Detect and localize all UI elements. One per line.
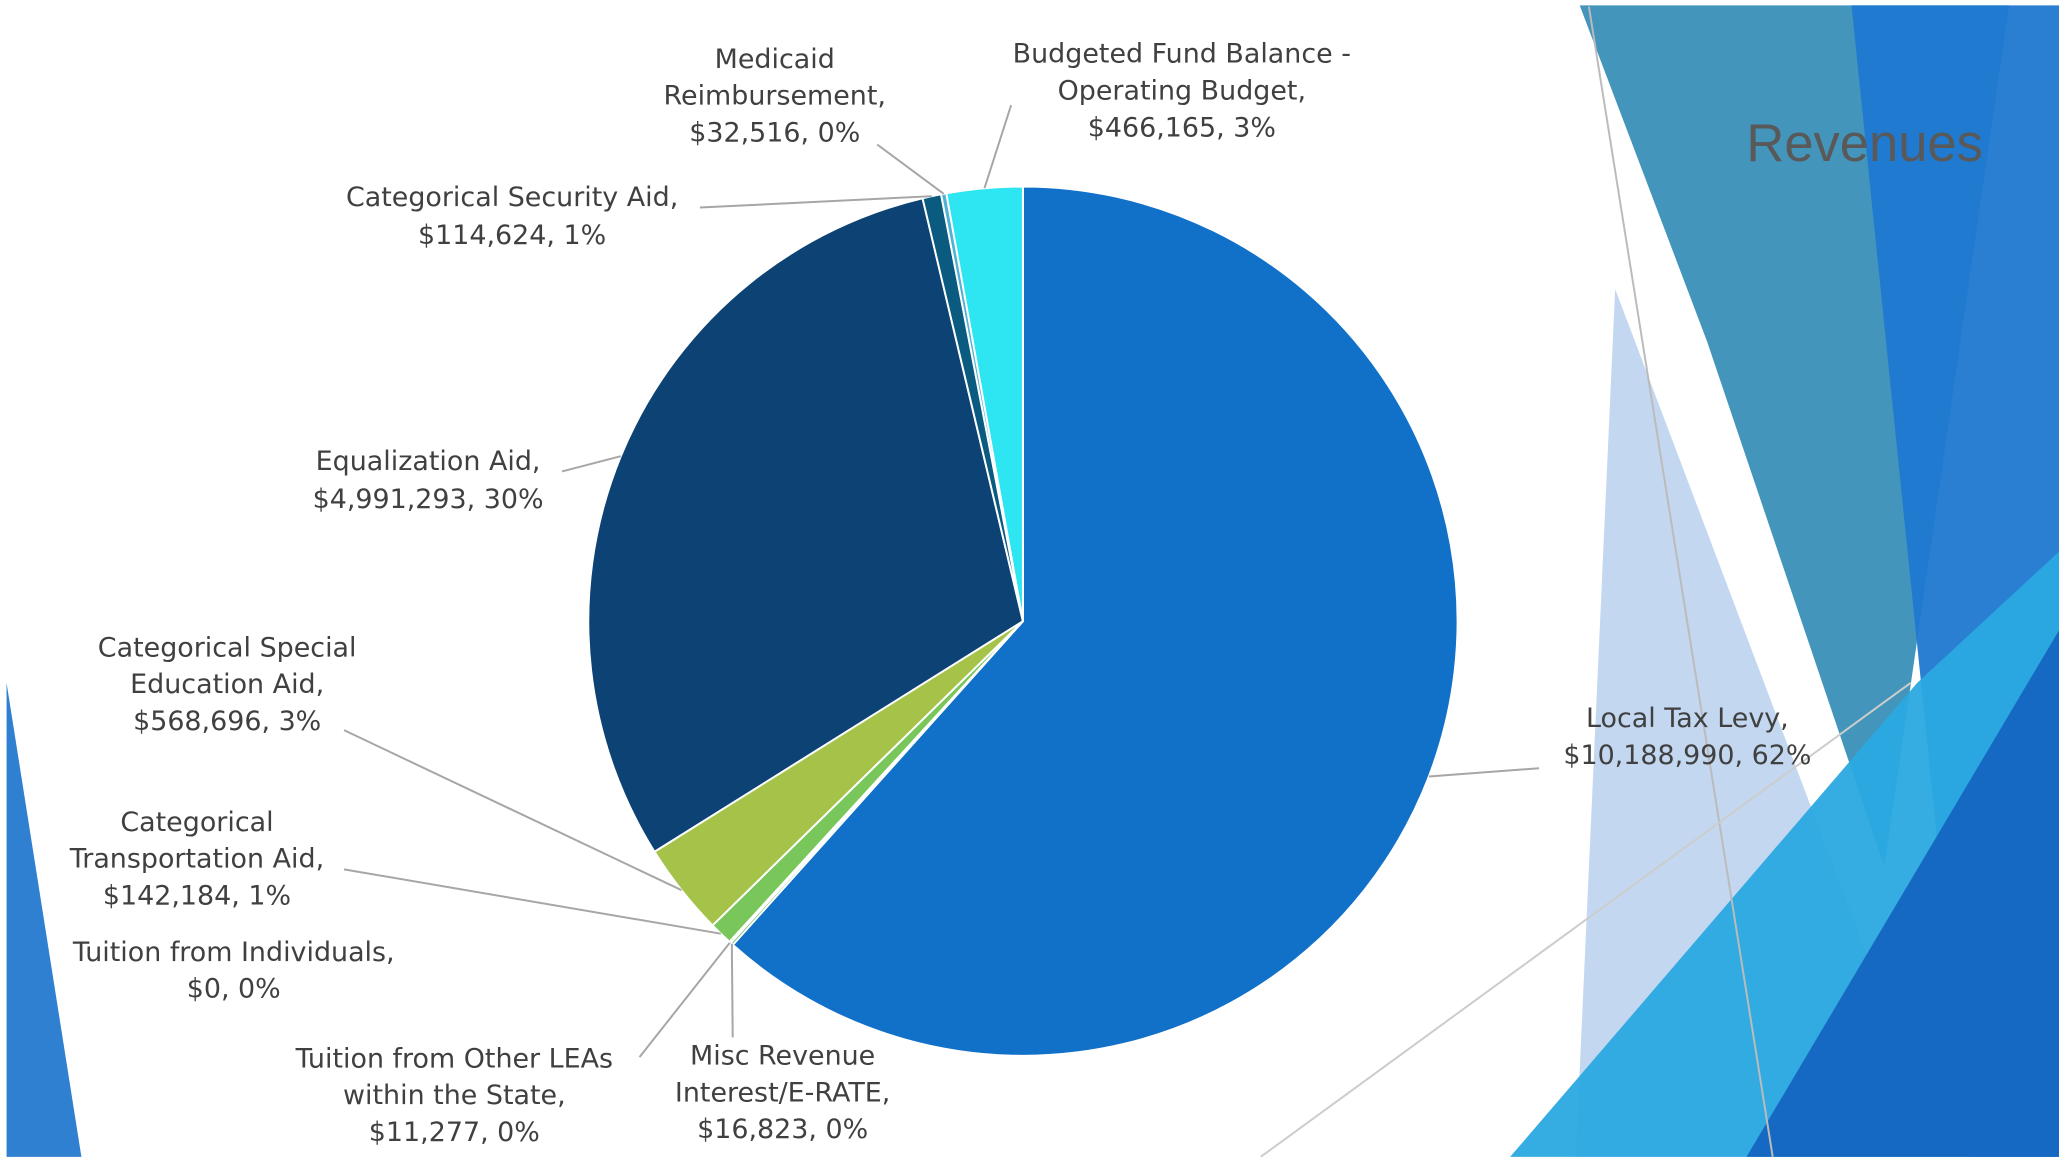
data-label: within the State, — [343, 1080, 566, 1111]
data-label: $114,624, 1% — [418, 220, 606, 251]
data-label: $11,277, 0% — [369, 1117, 540, 1148]
data-label: $10,188,990, 62% — [1563, 740, 1811, 771]
data-label: $0, 0% — [187, 974, 281, 1005]
data-label: $466,165, 3% — [1088, 112, 1276, 143]
data-label: Education Aid, — [130, 669, 324, 700]
data-label: Transportation Aid, — [69, 844, 324, 875]
leader-line — [562, 456, 621, 471]
data-label: Categorical Special — [98, 632, 357, 663]
chart-title: Revenues — [1746, 114, 1982, 173]
data-label: $4,991,293, 30% — [313, 484, 544, 515]
data-label: Reimbursement, — [664, 81, 886, 112]
data-label: Tuition from Other LEAs — [295, 1043, 614, 1074]
leader-line — [877, 145, 944, 194]
data-label: Categorical — [120, 807, 273, 838]
data-label: $142,184, 1% — [103, 880, 291, 911]
decor-shape — [7, 683, 82, 1157]
data-label: Categorical Security Aid, — [346, 182, 678, 213]
data-label: Medicaid — [715, 44, 835, 75]
data-label: Misc Revenue — [690, 1041, 875, 1072]
chart: Revenues Local Tax Levy, $10,188,990, 62%… — [0, 0, 2059, 1157]
data-label: Equalization Aid, — [316, 446, 541, 477]
leader-line — [984, 105, 1011, 188]
leader-line — [732, 944, 733, 1038]
data-label: Local Tax Levy, — [1586, 703, 1789, 734]
data-label: Tuition from Individuals, — [72, 937, 395, 968]
data-label: $568,696, 3% — [133, 706, 321, 737]
leader-line — [344, 869, 721, 933]
data-label: Budgeted Fund Balance - — [1013, 39, 1351, 70]
leader-line — [1429, 768, 1539, 776]
data-label: Operating Budget, — [1058, 75, 1306, 106]
data-label: $16,823, 0% — [697, 1114, 868, 1145]
data-label: Interest/E-RATE, — [675, 1077, 890, 1108]
data-label: $32,516, 0% — [689, 118, 860, 149]
page: Revenues Local Tax Levy, $10,188,990, 62%… — [0, 0, 2059, 1157]
